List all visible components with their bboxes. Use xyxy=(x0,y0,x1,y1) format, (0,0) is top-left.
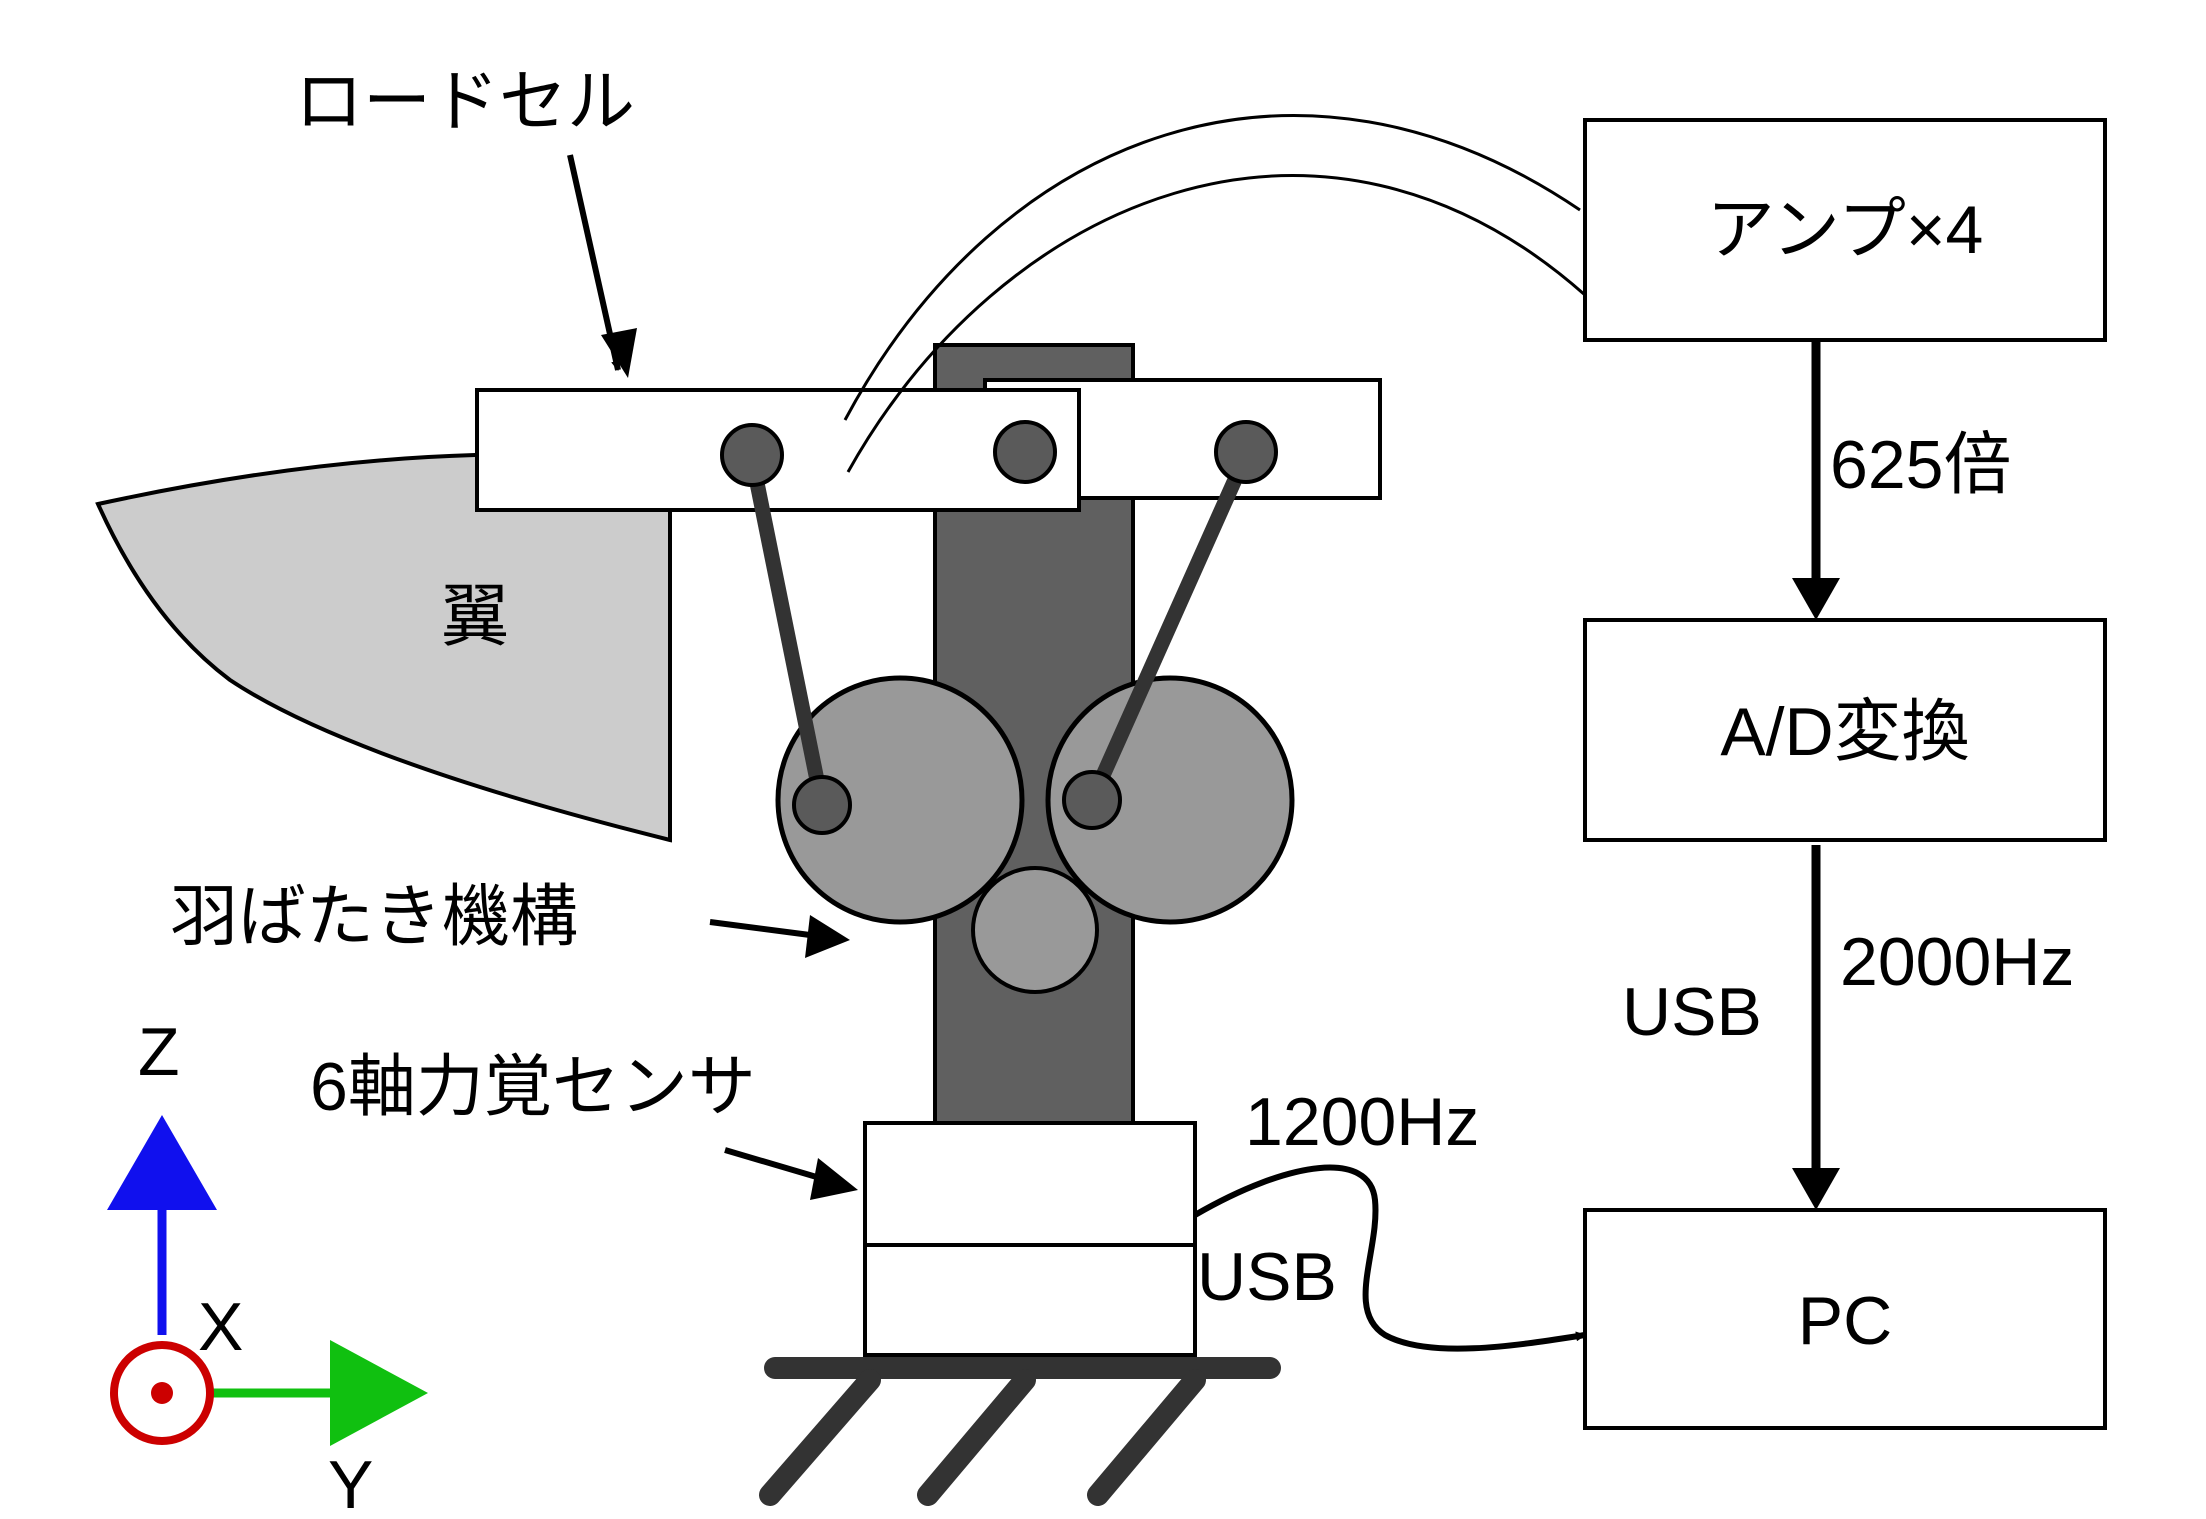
x-axis-label: X xyxy=(198,1289,243,1365)
wing-label: 翼 xyxy=(441,579,509,655)
z-axis-label: Z xyxy=(138,1014,180,1090)
adc-to-pc-arrowhead xyxy=(1792,1168,1840,1210)
force-sensor-bottom xyxy=(863,1243,1197,1357)
wing-shape xyxy=(95,453,672,843)
force-sensor-label: 6軸力覚センサ xyxy=(310,1049,756,1125)
signal-cable-inner xyxy=(846,174,1586,473)
gain-label: 625倍 xyxy=(1830,427,2011,503)
adc-label: A/D変換 xyxy=(1720,694,1969,770)
adc-rate-label: 2000Hz xyxy=(1840,924,2074,1000)
ground-hatch-2 xyxy=(917,1369,1036,1506)
amp-to-adc-arrowhead xyxy=(1792,578,1840,620)
sensor-rate-label: 1200Hz xyxy=(1245,1084,1479,1160)
sensor-usb-cable xyxy=(1193,1164,1586,1352)
pivot-bar-middle xyxy=(993,420,1057,484)
amp-box xyxy=(1583,118,2107,342)
gear-right xyxy=(1045,675,1295,925)
pc-box xyxy=(1583,1208,2107,1430)
force-sensor-pointer-head xyxy=(810,1158,858,1200)
pivot-bar-right xyxy=(1214,420,1278,484)
adc-box xyxy=(1583,618,2107,842)
pivot-gear-right xyxy=(1062,770,1122,830)
gear-bottom xyxy=(971,866,1099,994)
z-axis-arrowhead xyxy=(107,1115,217,1210)
flapping-mechanism-label: 羽ばたき機構 xyxy=(170,879,578,955)
ground-hatch-3 xyxy=(1087,1369,1206,1506)
pivot-bar-left xyxy=(720,423,784,487)
signal-cable-outer xyxy=(843,114,1581,421)
ground-hatch-1 xyxy=(759,1369,881,1506)
crank-rod-left xyxy=(744,456,830,807)
y-axis-label: Y xyxy=(328,1447,373,1519)
pc-label: PC xyxy=(1798,1283,1892,1359)
force-sensor-pointer xyxy=(724,1147,821,1181)
gear-left xyxy=(775,675,1025,925)
flapping-mechanism-pointer xyxy=(709,919,811,938)
force-sensor-top xyxy=(863,1121,1197,1247)
x-axis-center-dot xyxy=(151,1382,173,1404)
load-cell-label: ロードセル xyxy=(295,64,635,140)
adc-usb-label: USB xyxy=(1622,974,1762,1050)
flapping-mechanism-pointer-head xyxy=(805,915,850,958)
load-cell-pointer-head xyxy=(601,328,637,378)
crank-rod-right xyxy=(1085,451,1253,804)
amp-label: アンプ×4 xyxy=(1707,192,1984,268)
pivot-gear-left xyxy=(792,775,852,835)
sensor-usb-label: USB xyxy=(1197,1239,1337,1315)
y-axis-arrowhead xyxy=(330,1340,428,1446)
